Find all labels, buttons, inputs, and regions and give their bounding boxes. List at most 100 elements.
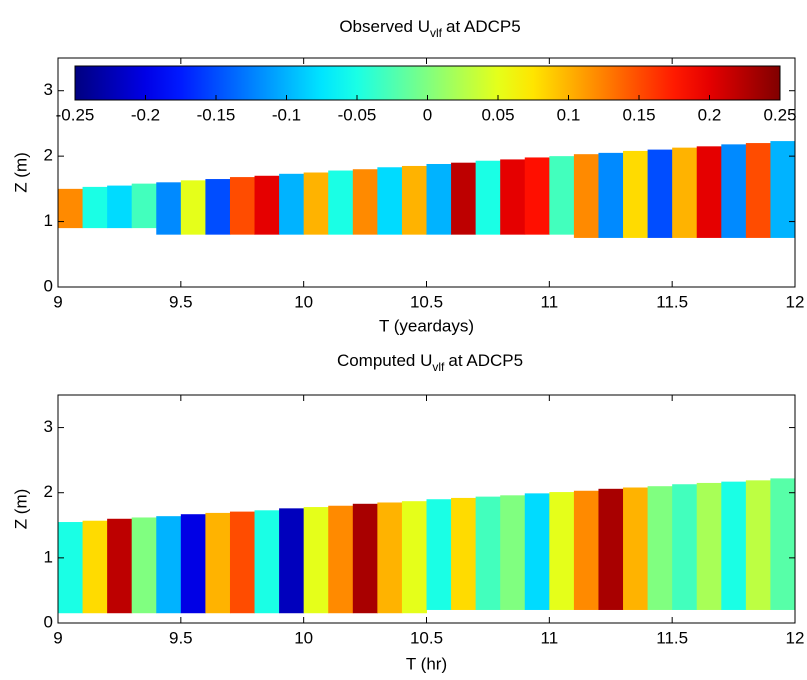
stripe (623, 150, 649, 238)
stripe (426, 499, 452, 610)
x-tick-label: 10 (294, 292, 313, 311)
stripe (573, 490, 599, 610)
title-subscript: vlf (432, 360, 445, 374)
colorbar-tick-label: 0.1 (557, 105, 581, 124)
y-axis-label: Z (m) (11, 489, 30, 530)
stripe (352, 169, 378, 235)
y-tick-label: 0 (44, 612, 53, 631)
stripe (352, 503, 378, 614)
x-tick-label: 9 (53, 292, 62, 311)
stripe (696, 482, 722, 610)
x-tick-label: 11.5 (656, 628, 688, 647)
x-tick-label: 10 (294, 628, 313, 647)
colorbar-tick-label: 0.2 (698, 105, 722, 124)
x-tick-label: 9.5 (169, 628, 193, 647)
stripe (205, 512, 231, 614)
stripe (58, 188, 84, 229)
stripe (254, 175, 280, 235)
x-tick-label: 10.5 (410, 628, 443, 647)
colorbar-tick-label: 0 (423, 105, 432, 124)
stripe (107, 518, 133, 614)
colorbar-tick-label: 0.25 (763, 105, 796, 124)
stripe (524, 157, 550, 235)
x-tick-label: 11.5 (656, 292, 688, 311)
stripe (156, 516, 182, 614)
stripe (623, 487, 649, 610)
colorbar-tick-label: 0.15 (622, 105, 655, 124)
colorbar (74, 65, 781, 101)
title-part: at ADCP5 (448, 351, 523, 370)
stripe (401, 501, 427, 614)
stripe (475, 496, 501, 610)
stripe (647, 149, 673, 238)
stripe (377, 502, 403, 614)
stripe (303, 172, 329, 235)
chart-title: Observed Uvlf at ADCP5 (339, 17, 520, 40)
stripe (745, 143, 771, 238)
stripe (229, 177, 256, 235)
stripe (721, 481, 747, 610)
stripe (279, 508, 305, 614)
stripe (475, 160, 501, 235)
stripe (156, 182, 182, 235)
stripe (401, 165, 427, 235)
y-tick-label: 1 (44, 547, 53, 566)
x-tick-label: 12 (786, 628, 805, 647)
colorbar-tick-label: -0.05 (338, 105, 377, 124)
stripe (549, 492, 575, 610)
x-tick-label: 11 (541, 292, 559, 311)
y-tick-label: 0 (44, 276, 53, 295)
x-tick-label: 9.5 (169, 292, 193, 311)
stripe (451, 162, 477, 235)
y-tick-label: 1 (44, 211, 53, 230)
title-part: Computed U (337, 351, 432, 370)
title-part: Observed U (339, 17, 430, 36)
stripe (500, 495, 526, 610)
stripe (672, 147, 698, 238)
y-tick-label: 3 (44, 417, 53, 436)
stripe (328, 170, 354, 235)
title-part: at ADCP5 (446, 17, 521, 36)
stripe (451, 497, 477, 610)
stripe (131, 517, 157, 614)
stripe (770, 478, 796, 610)
stripe (82, 186, 108, 229)
title-subscript: vlf (430, 26, 443, 40)
x-tick-label: 9 (53, 628, 62, 647)
stripe (377, 167, 403, 235)
stripe (426, 163, 452, 235)
stripe (131, 183, 157, 229)
stripe (573, 154, 599, 238)
stripe (229, 511, 256, 614)
stripe (672, 484, 698, 610)
x-axis-label: T (yeardays) (379, 316, 474, 335)
colorbar-tick-label: -0.1 (272, 105, 301, 124)
y-tick-label: 3 (44, 80, 53, 99)
stripe (745, 480, 771, 610)
y-tick-label: 2 (44, 482, 53, 501)
y-tick-label: 2 (44, 146, 53, 165)
stripe (598, 152, 624, 238)
stripe (205, 179, 231, 235)
colorbar-tick-label: -0.25 (56, 105, 95, 124)
stripe (598, 488, 624, 610)
stripe (721, 144, 747, 238)
colorbar-tick-label: -0.15 (197, 105, 236, 124)
stripe (303, 507, 329, 614)
stripe (82, 520, 108, 614)
stripe (549, 156, 575, 235)
colorbar-tick-label: -0.2 (131, 105, 160, 124)
stripe (696, 146, 722, 238)
stripe (254, 510, 280, 614)
x-tick-label: 11 (541, 628, 559, 647)
stripe (770, 141, 796, 238)
x-tick-label: 12 (786, 292, 805, 311)
stripe (107, 185, 133, 229)
stripe (279, 173, 305, 235)
stripe (328, 505, 354, 614)
stripe (58, 522, 84, 614)
x-tick-label: 10.5 (410, 292, 443, 311)
y-axis-label: Z (m) (11, 152, 30, 193)
stripe (647, 486, 673, 610)
